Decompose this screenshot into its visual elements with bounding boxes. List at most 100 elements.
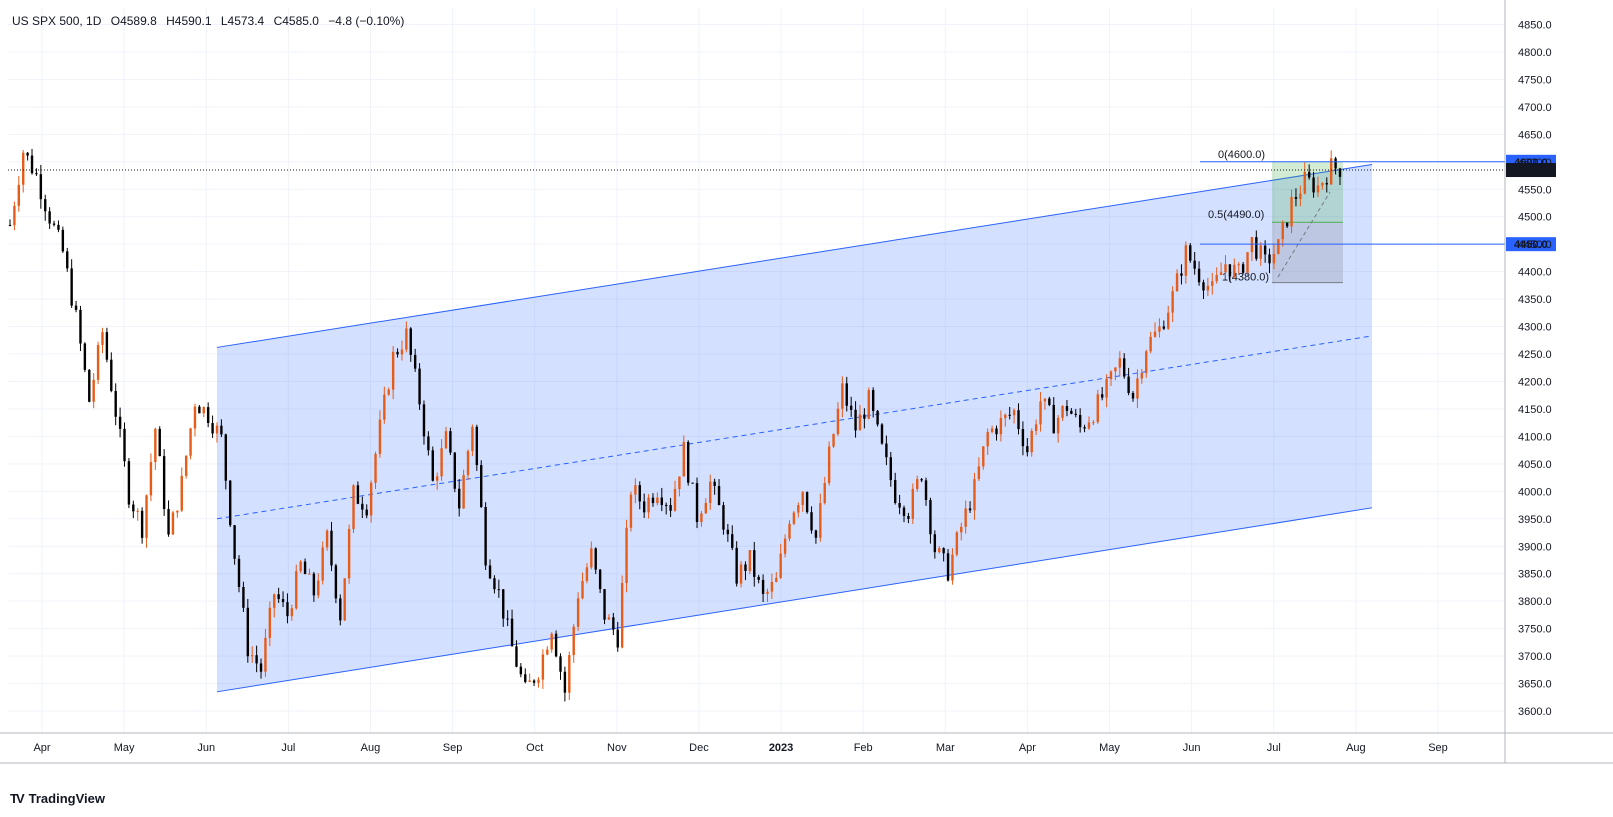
candle-down xyxy=(211,423,214,434)
candle-up xyxy=(264,637,267,672)
candle-down xyxy=(52,223,56,225)
candle-up xyxy=(1140,373,1144,379)
candle-down xyxy=(114,390,117,417)
candle-down xyxy=(510,618,514,647)
price-tick-label: 4600.0 xyxy=(1518,157,1552,169)
candle-down xyxy=(1202,282,1205,291)
candle-up xyxy=(827,446,831,484)
price-tick-label: 4200.0 xyxy=(1518,376,1552,388)
candle-up xyxy=(215,425,219,434)
candle-up xyxy=(1259,245,1262,259)
candle-down xyxy=(61,229,65,252)
candle-down xyxy=(1048,398,1051,405)
fib-label-mid: 0.5(4490.0) xyxy=(1208,209,1264,221)
candle-down xyxy=(206,407,210,424)
price-tick-label: 4300.0 xyxy=(1518,322,1552,334)
price-tick-label: 3650.0 xyxy=(1518,679,1552,691)
time-tick-label: Apr xyxy=(1019,742,1036,754)
candle-down xyxy=(889,457,892,481)
price-tick-label: 4450.0 xyxy=(1518,239,1552,251)
candle-down xyxy=(924,480,928,500)
candle-up xyxy=(960,526,963,533)
candle-down xyxy=(920,479,923,481)
candle-down xyxy=(995,428,998,435)
candle-up xyxy=(704,503,708,514)
candle-up xyxy=(92,379,95,402)
price-tick-label: 4550.0 xyxy=(1518,184,1552,196)
candle-down xyxy=(83,343,87,370)
ohlc-close: C4585.0 xyxy=(273,14,319,28)
candle-up xyxy=(1219,272,1223,275)
candle-down xyxy=(722,505,725,530)
candle-up xyxy=(1061,406,1064,418)
candle-down xyxy=(642,501,646,513)
candle-down xyxy=(713,481,716,487)
candle-up xyxy=(982,446,985,467)
candle-up xyxy=(17,184,21,206)
candle-up xyxy=(180,475,183,511)
candle-up xyxy=(620,583,624,648)
price-tick-label: 4050.0 xyxy=(1518,459,1552,471)
candle-down xyxy=(651,497,655,504)
candle-up xyxy=(295,571,298,609)
candle-up xyxy=(268,607,272,638)
price-tick-label: 4800.0 xyxy=(1518,47,1552,59)
candle-up xyxy=(387,389,390,395)
candle-down xyxy=(612,617,615,630)
candle-down xyxy=(1162,326,1166,329)
candle-down xyxy=(334,565,338,599)
candle-up xyxy=(867,390,870,419)
candle-up xyxy=(22,152,25,185)
price-tick-label: 4150.0 xyxy=(1518,404,1552,416)
candle-down xyxy=(330,530,333,566)
candle-up xyxy=(1277,239,1280,255)
price-axis[interactable]: 3600.0 3650.0 3700.0 3750.0 3800.0 3850.0 3900… xyxy=(1504,0,1552,763)
candle-down xyxy=(687,442,690,483)
regression-channel xyxy=(216,164,1373,693)
candle-up xyxy=(374,453,377,483)
candle-up xyxy=(273,594,276,608)
candle-down xyxy=(1228,264,1232,277)
candle-up xyxy=(189,428,192,456)
time-tick-label: May xyxy=(114,742,135,754)
candle-down xyxy=(563,671,567,693)
candle-up xyxy=(585,567,589,581)
time-tick-label: Oct xyxy=(526,742,543,754)
candle-down xyxy=(1193,260,1196,269)
time-tick-label: 2023 xyxy=(769,742,793,754)
candle-down xyxy=(431,450,434,481)
candle-up xyxy=(792,512,796,524)
channel-upper-line xyxy=(216,164,1373,348)
candle-up xyxy=(581,580,584,599)
symbol-name[interactable]: US SPX 500, 1D xyxy=(12,14,102,28)
candle-down xyxy=(502,589,505,619)
candle-down xyxy=(105,332,109,360)
candle-down xyxy=(849,405,853,410)
candle-up xyxy=(145,495,148,538)
candle-down xyxy=(1021,429,1025,447)
candle-down xyxy=(1338,168,1342,177)
candle-down xyxy=(854,409,857,431)
candle-up xyxy=(299,561,302,572)
candle-up xyxy=(590,548,593,568)
candle-down xyxy=(893,480,897,503)
ohlc-low: L4573.4 xyxy=(220,14,265,28)
time-axis[interactable]: Apr May Jun Jul Aug Sep Oct Nov Dec 2023 Feb Mar Apr… xyxy=(0,732,1613,764)
candle-up xyxy=(748,550,752,571)
candle-up xyxy=(308,573,311,575)
candle-up xyxy=(673,489,677,511)
candle-down xyxy=(1017,410,1020,430)
candle-down xyxy=(717,486,721,506)
candle-up xyxy=(369,482,373,516)
candle-down xyxy=(1100,394,1104,398)
candle-down xyxy=(1008,414,1011,416)
candle-up xyxy=(1215,274,1218,282)
candle-up xyxy=(290,608,294,617)
candle-down xyxy=(413,354,417,369)
tradingview-brand[interactable]: TV TradingView xyxy=(10,791,105,806)
candle-down xyxy=(1026,446,1029,453)
candle-up xyxy=(541,654,545,680)
candle-down xyxy=(1180,273,1183,276)
